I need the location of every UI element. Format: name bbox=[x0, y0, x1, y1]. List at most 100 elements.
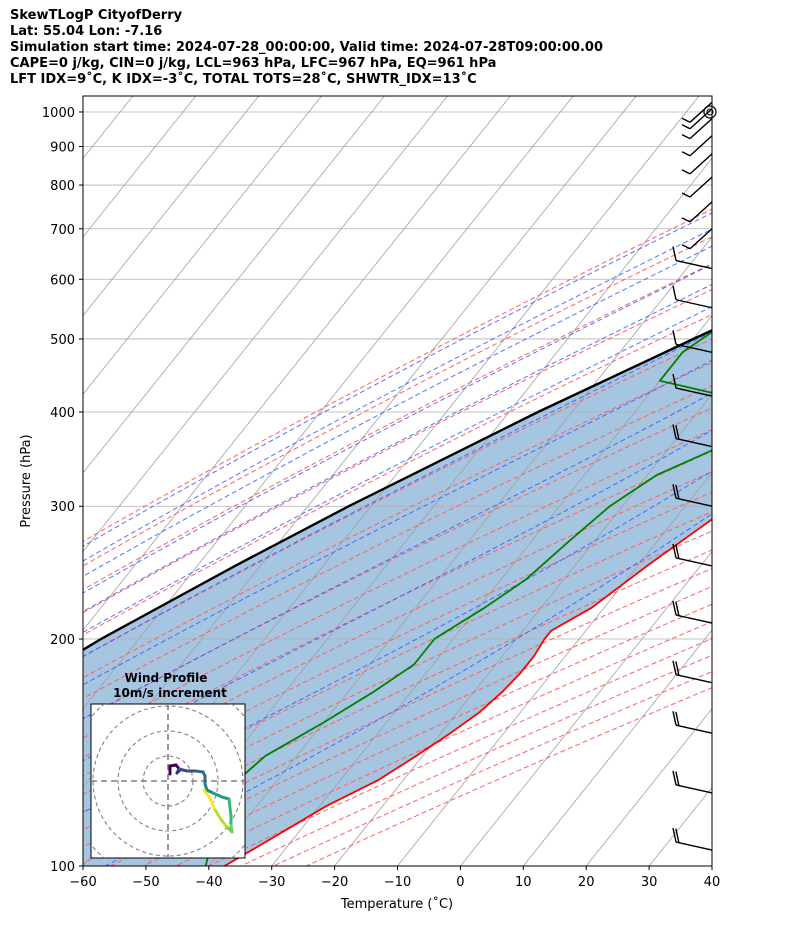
wind-barb-feather bbox=[681, 169, 691, 175]
wind-barb-feather bbox=[681, 217, 691, 223]
wind-barb-feather bbox=[681, 244, 691, 250]
isotherm bbox=[83, 96, 448, 553]
x-tick-label: 40 bbox=[704, 875, 721, 890]
x-tick-label: 0 bbox=[456, 875, 464, 890]
wind-barb-feather bbox=[675, 661, 680, 676]
x-tick-label: 30 bbox=[641, 875, 658, 890]
wind-barb-feather bbox=[681, 151, 691, 157]
dewpoint-line bbox=[204, 330, 712, 866]
dry-adiabat bbox=[83, 491, 712, 795]
wind-barb bbox=[672, 484, 713, 507]
wind-barb bbox=[672, 285, 713, 309]
moist-adiabat bbox=[83, 283, 712, 613]
hodograph-ring bbox=[117, 730, 219, 832]
x-tick-label: −20 bbox=[321, 875, 348, 890]
dry-adiabats bbox=[83, 208, 712, 866]
wind-barb bbox=[672, 711, 713, 734]
dry-adiabat bbox=[83, 471, 712, 777]
wind-barb-feather bbox=[672, 484, 677, 499]
isotherm bbox=[460, 550, 712, 866]
wind-barb-feather bbox=[675, 425, 680, 440]
dry-adiabat bbox=[83, 530, 712, 831]
y-tick-label: 300 bbox=[50, 500, 75, 515]
isotherm bbox=[83, 96, 197, 238]
time-line: Simulation start time: 2024-07-28_00:00:… bbox=[10, 40, 603, 55]
x-tick-label: 20 bbox=[578, 875, 595, 890]
wind-barb-feather bbox=[672, 660, 677, 675]
wind-barb-feather bbox=[681, 133, 691, 140]
wind-barb-feather bbox=[681, 192, 691, 198]
wind-barb-shaft bbox=[675, 724, 713, 734]
mixing-ratio-line bbox=[723, 96, 794, 279]
moist-adiabat bbox=[105, 513, 712, 866]
wind-barb-feather bbox=[672, 285, 677, 300]
wind-barb-shaft bbox=[675, 497, 713, 507]
wind-barb bbox=[672, 660, 713, 684]
isotherm bbox=[0, 96, 70, 866]
moist-adiabat bbox=[83, 429, 712, 762]
y-tick-label: 700 bbox=[50, 223, 75, 238]
dry-adiabat bbox=[83, 429, 712, 739]
y-axis-label: Pressure (hPa) bbox=[19, 434, 34, 527]
dry-adiabat bbox=[83, 263, 712, 591]
y-tick-label: 400 bbox=[50, 406, 75, 421]
x-tick-label: −10 bbox=[384, 875, 411, 890]
wind-barb-shaft bbox=[689, 176, 713, 198]
wind-barbs bbox=[672, 101, 717, 851]
isotherm bbox=[334, 393, 712, 866]
hodograph-segment bbox=[218, 816, 228, 828]
moist-adiabat bbox=[83, 470, 712, 814]
indices-line-2: LFT IDX=9˚C, K IDX=-3˚C, TOTAL TOTS=28˚C… bbox=[10, 72, 477, 87]
dry-adiabat bbox=[83, 288, 712, 614]
hodograph-segment bbox=[202, 788, 212, 800]
wind-barb bbox=[672, 770, 713, 794]
hodograph-segment bbox=[211, 791, 224, 799]
wind-barb-shaft bbox=[675, 299, 713, 309]
wind-barb-shaft bbox=[675, 557, 713, 567]
profile-lines bbox=[83, 328, 712, 866]
wind-barb bbox=[672, 246, 713, 270]
wind-barb bbox=[681, 201, 713, 223]
x-tick-label: −30 bbox=[258, 875, 285, 890]
wind-barb-feather bbox=[675, 544, 680, 559]
wind-barb-shaft bbox=[675, 674, 713, 684]
wind-barb-shaft bbox=[689, 201, 713, 223]
wind-barb bbox=[672, 543, 713, 567]
hodograph-subtitle: 10m/s increment bbox=[113, 686, 227, 700]
wind-barb-feather bbox=[672, 424, 677, 439]
wind-barb bbox=[672, 330, 713, 354]
isotherm bbox=[83, 96, 260, 317]
dry-adiabat bbox=[83, 338, 712, 658]
wind-barb-shaft bbox=[675, 259, 713, 270]
x-tick-label: −50 bbox=[132, 875, 159, 890]
pressure-gridlines bbox=[83, 111, 712, 866]
mixing-ratio-lines bbox=[723, 96, 794, 279]
y-tick-label: 200 bbox=[50, 633, 75, 648]
isotherm bbox=[145, 157, 712, 866]
skewed-isotherms bbox=[0, 96, 794, 866]
wind-barb-feather bbox=[672, 543, 677, 559]
wind-barb-shaft bbox=[675, 614, 713, 624]
wind-barb bbox=[681, 118, 713, 140]
y-axis-ticks: 1000 900 800 700 600 500 400 300 200 100 bbox=[42, 106, 83, 875]
wind-barb-shaft bbox=[689, 228, 713, 250]
wind-barb-feather bbox=[675, 484, 680, 500]
wind-barb bbox=[681, 228, 713, 250]
isotherm bbox=[397, 472, 712, 866]
wind-barb bbox=[681, 108, 713, 130]
hodograph-inset: Wind Profile 10m/s increment bbox=[90, 671, 246, 859]
hodograph-segment bbox=[212, 806, 222, 820]
isotherm bbox=[585, 708, 712, 866]
wind-barb-shaft bbox=[689, 118, 713, 140]
isotherm bbox=[83, 96, 511, 631]
wind-barb-shaft bbox=[689, 153, 713, 175]
wind-barb bbox=[681, 135, 713, 157]
wind-barb-feather bbox=[672, 373, 677, 389]
wind-barb bbox=[672, 424, 713, 448]
chart-title: SkewTLogP CityofDerry bbox=[10, 8, 183, 23]
isotherm bbox=[208, 236, 712, 866]
y-tick-label: 1000 bbox=[42, 106, 75, 121]
y-tick-label: 100 bbox=[50, 860, 75, 875]
wind-barb bbox=[672, 827, 713, 851]
isotherm bbox=[775, 96, 794, 866]
